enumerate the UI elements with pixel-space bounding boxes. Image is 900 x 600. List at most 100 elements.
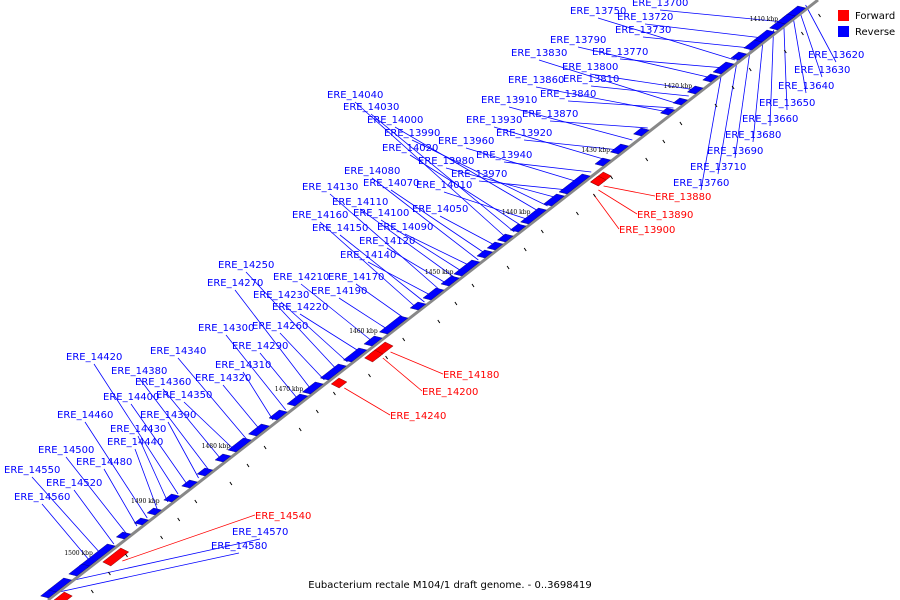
- forward-gene-block: [330, 377, 348, 389]
- feature-tick: [540, 229, 544, 234]
- forward-gene-block: [364, 349, 384, 363]
- gene-label: ERE_13810: [563, 74, 619, 85]
- feature-tick: [645, 157, 649, 162]
- feature-tick: [177, 517, 181, 522]
- leader-line: [769, 29, 774, 127]
- feature-tick: [506, 265, 510, 270]
- leader-line: [590, 85, 689, 97]
- leader-line: [390, 189, 487, 255]
- leader-line: [177, 357, 248, 441]
- feature-tick: [593, 193, 596, 198]
- leader-line: [798, 9, 823, 78]
- gene-label: ERE_13890: [637, 210, 693, 221]
- gene-label: ERE_14210: [273, 272, 329, 283]
- gene-label: ERE_14560: [14, 492, 70, 503]
- leader-line: [31, 476, 102, 555]
- kbp-tick-label: 1500 kbp: [64, 550, 93, 557]
- leader-line: [592, 193, 620, 230]
- reverse-gene-block: [659, 107, 676, 116]
- feature-tick: [731, 85, 735, 90]
- gene-label: ERE_14160: [292, 210, 348, 221]
- leader-line: [717, 57, 738, 175]
- reverse-gene-block: [686, 85, 704, 95]
- leader-line: [354, 101, 507, 239]
- gene-label: ERE_14430: [110, 424, 166, 435]
- leader-line: [589, 73, 697, 91]
- gene-label: ERE_13690: [707, 146, 763, 157]
- gene-label: ERE_14110: [332, 197, 388, 208]
- reverse-gene-block: [363, 335, 383, 347]
- gene-label: ERE_14070: [363, 178, 419, 189]
- leader-line: [411, 139, 548, 207]
- reverse-gene-block: [181, 479, 198, 489]
- gene-label: ERE_14360: [135, 377, 191, 388]
- reverse-gene-block: [319, 363, 347, 381]
- reverse-gene-block: [214, 453, 232, 463]
- leader-line: [700, 69, 723, 191]
- gene-label: ERE_14440: [107, 437, 163, 448]
- leader-line: [73, 489, 115, 545]
- feature-tick: [748, 67, 752, 72]
- feature-tick: [107, 571, 111, 576]
- gene-label: ERE_13880: [655, 192, 711, 203]
- reverse-gene-block: [268, 409, 288, 421]
- feature-tick: [90, 589, 94, 594]
- reverse-gene-block: [68, 563, 91, 577]
- reverse-gene-block: [712, 61, 735, 75]
- gene-label: ERE_14570: [232, 527, 288, 538]
- feature-tick: [368, 373, 371, 378]
- leader-line: [597, 17, 736, 61]
- gene-label: ERE_14340: [150, 346, 206, 357]
- gene-label: ERE_13630: [794, 65, 850, 76]
- leader-line: [355, 283, 405, 319]
- gene-label: ERE_14300: [198, 323, 254, 334]
- leader-line: [577, 46, 712, 79]
- leader-line: [409, 154, 523, 227]
- gene-label: ERE_14350: [156, 390, 212, 401]
- gene-label: ERE_14180: [443, 370, 499, 381]
- leader-line: [380, 219, 464, 273]
- forward-gene-block: [590, 175, 607, 187]
- gene-label: ERE_13910: [481, 95, 537, 106]
- leader-line: [344, 387, 391, 416]
- gene-label: ERE_14250: [218, 260, 274, 271]
- reverse-gene-block: [486, 241, 504, 251]
- reverse-gene-block: [133, 517, 150, 526]
- leader-line: [439, 215, 497, 247]
- leader-line: [805, 4, 837, 63]
- leader-line: [370, 113, 515, 233]
- gene-label: ERE_13650: [759, 98, 815, 109]
- gene-label: ERE_13730: [615, 25, 671, 36]
- gene-label: ERE_13680: [725, 130, 781, 141]
- feature-tick: [402, 337, 406, 342]
- gene-label: ERE_14400: [103, 392, 159, 403]
- gene-label: ERE_14520: [46, 478, 102, 489]
- genome-backbone: [47, 0, 819, 600]
- reverse-gene-block: [40, 589, 57, 599]
- legend: Forward Reverse: [838, 10, 895, 38]
- gene-label: ERE_14380: [111, 366, 167, 377]
- leader-line: [644, 23, 764, 39]
- forward-gene-block: [53, 591, 73, 600]
- gene-label: ERE_13970: [451, 169, 507, 180]
- leader-line: [493, 126, 607, 161]
- feature-tick: [575, 211, 579, 216]
- leader-line: [49, 552, 240, 595]
- reverse-gene-block: [509, 223, 527, 233]
- leader-line: [535, 86, 669, 113]
- leader-line: [242, 371, 274, 421]
- leader-line: [404, 233, 471, 267]
- leader-line: [603, 185, 656, 197]
- feature-tick: [437, 319, 441, 324]
- leader-line: [371, 177, 479, 261]
- leader-line: [122, 514, 256, 562]
- feature-tick: [160, 535, 164, 540]
- leader-line: [280, 301, 348, 363]
- gene-label: ERE_13710: [690, 162, 746, 173]
- feature-tick: [298, 427, 302, 432]
- reverse-gene-block: [633, 127, 650, 137]
- reverse-gene-block: [520, 207, 547, 225]
- reverse-gene-block: [558, 173, 591, 195]
- gene-label: ERE_13770: [592, 47, 648, 58]
